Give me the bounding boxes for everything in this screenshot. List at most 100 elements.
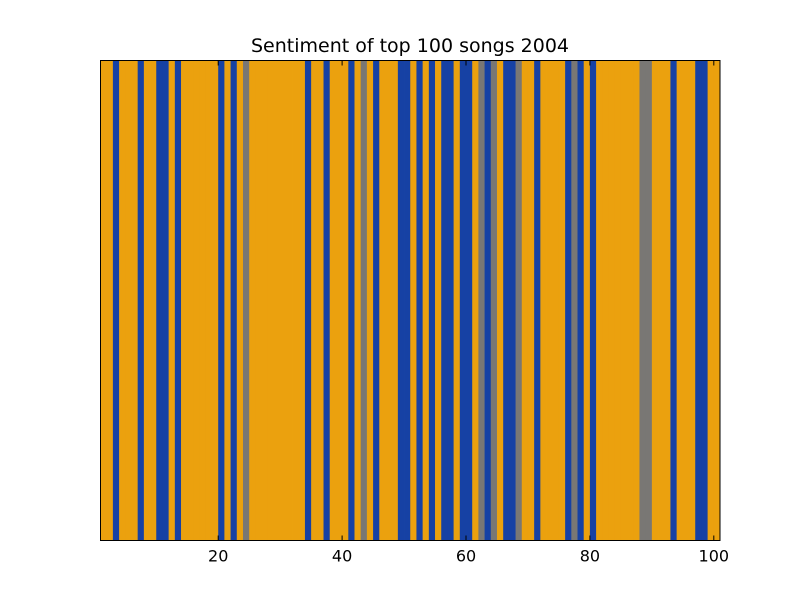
sentiment-bar-50	[404, 60, 411, 541]
sentiment-bar-7	[137, 60, 145, 541]
sentiment-bar-95	[682, 60, 690, 541]
sentiment-bar-71	[534, 60, 541, 541]
x-tick-label: 60	[456, 547, 476, 566]
sentiment-bar-14	[181, 60, 188, 541]
sentiment-bar-60	[466, 60, 473, 541]
sentiment-bar-35	[311, 60, 318, 541]
sentiment-bar-100	[713, 60, 721, 541]
sentiment-bar-8	[143, 60, 151, 541]
sentiment-bar-58	[453, 60, 461, 541]
sentiment-bar-34	[304, 60, 312, 541]
sentiment-bar-96	[689, 60, 696, 541]
x-tick-label: 80	[580, 547, 600, 566]
sentiment-bar-62	[478, 60, 485, 541]
sentiment-bar-73	[546, 60, 554, 541]
sentiment-bar-20	[218, 60, 225, 541]
sentiment-bar-87	[633, 60, 640, 541]
sentiment-bar-91	[658, 60, 665, 541]
sentiment-bar-36	[317, 60, 324, 541]
x-tick-label: 40	[332, 547, 352, 566]
sentiment-bar-81	[596, 60, 603, 541]
sentiment-bar-65	[496, 60, 504, 541]
sentiment-bar-4	[119, 60, 126, 541]
sentiment-bar-10	[156, 60, 163, 541]
sentiment-bar-55	[435, 60, 442, 541]
sentiment-bar-79	[583, 60, 591, 541]
sentiment-bar-26	[255, 60, 262, 541]
sentiment-bar-30	[280, 60, 287, 541]
plot-frame	[100, 60, 721, 541]
sentiment-bar-33	[298, 60, 306, 541]
sentiment-bar-51	[410, 60, 417, 541]
sentiment-bar-12	[168, 60, 176, 541]
sentiment-bar-78	[577, 60, 585, 541]
sentiment-bar-43	[360, 60, 368, 541]
sentiment-bar-75	[558, 60, 566, 541]
sentiment-bar-38	[329, 60, 337, 541]
sentiment-bar-21	[224, 60, 231, 541]
sentiment-bar-25	[249, 60, 256, 541]
sentiment-bar-47	[385, 60, 393, 541]
sentiment-bar-77	[571, 60, 578, 541]
sentiment-bar-45	[373, 60, 380, 541]
sentiment-bar-72	[540, 60, 547, 541]
sentiment-bar-94	[676, 60, 684, 541]
sentiment-bar-68	[515, 60, 523, 541]
sentiment-bar-61	[472, 60, 479, 541]
sentiment-bar-88	[639, 60, 647, 541]
sentiment-bar-67	[509, 60, 516, 541]
sentiment-bar-19	[212, 60, 219, 541]
sentiment-bar-2	[106, 60, 114, 541]
sentiment-bar-64	[490, 60, 498, 541]
sentiment-bar-76	[565, 60, 572, 541]
sentiment-bar-48	[391, 60, 399, 541]
sentiment-bar-28	[267, 60, 275, 541]
sentiment-bar-49	[397, 60, 405, 541]
sentiment-bar-37	[323, 60, 331, 541]
sentiment-bar-84	[614, 60, 622, 541]
sentiment-bar-9	[150, 60, 157, 541]
sentiment-bar-15	[187, 60, 194, 541]
chart-title: Sentiment of top 100 songs 2004	[251, 35, 569, 57]
sentiment-bar-11	[162, 60, 170, 541]
sentiment-bar-1	[100, 60, 108, 541]
sentiment-bar-6	[131, 60, 139, 541]
sentiment-bar-57	[447, 60, 455, 541]
sentiment-bar-3	[112, 60, 120, 541]
sentiment-bar-18	[205, 60, 213, 541]
sentiment-bar-54	[428, 60, 436, 541]
sentiment-bar-82	[602, 60, 609, 541]
sentiment-bar-80	[589, 60, 597, 541]
sentiment-bar-46	[379, 60, 386, 541]
sentiment-bar-41	[348, 60, 355, 541]
sentiment-bar-56	[441, 60, 448, 541]
sentiment-bar-86	[627, 60, 634, 541]
x-tick-label: 20	[208, 547, 228, 566]
sentiment-bar-92	[664, 60, 671, 541]
sentiment-bar-27	[261, 60, 269, 541]
sentiment-bar-22	[230, 60, 238, 541]
sentiment-bar-23	[236, 60, 244, 541]
sentiment-bar-17	[199, 60, 207, 541]
sentiment-bar-16	[193, 60, 201, 541]
sentiment-bar-85	[620, 60, 628, 541]
sentiment-bar-69	[521, 60, 529, 541]
sentiment-bar-53	[422, 60, 430, 541]
bars-group	[100, 60, 721, 541]
sentiment-bar-40	[342, 60, 349, 541]
sentiment-bar-13	[174, 60, 182, 541]
sentiment-bar-93	[670, 60, 678, 541]
sentiment-bar-99	[707, 60, 715, 541]
sentiment-bar-31	[286, 60, 293, 541]
sentiment-bar-42	[354, 60, 362, 541]
sentiment-bar-97	[695, 60, 702, 541]
x-tick-label: 100	[699, 547, 730, 566]
sentiment-bar-39	[335, 60, 343, 541]
sentiment-bar-44	[366, 60, 374, 541]
sentiment-bar-59	[459, 60, 467, 541]
sentiment-bar-70	[527, 60, 535, 541]
sentiment-bar-32	[292, 60, 300, 541]
sentiment-bar-63	[484, 60, 492, 541]
sentiment-bar-98	[701, 60, 709, 541]
